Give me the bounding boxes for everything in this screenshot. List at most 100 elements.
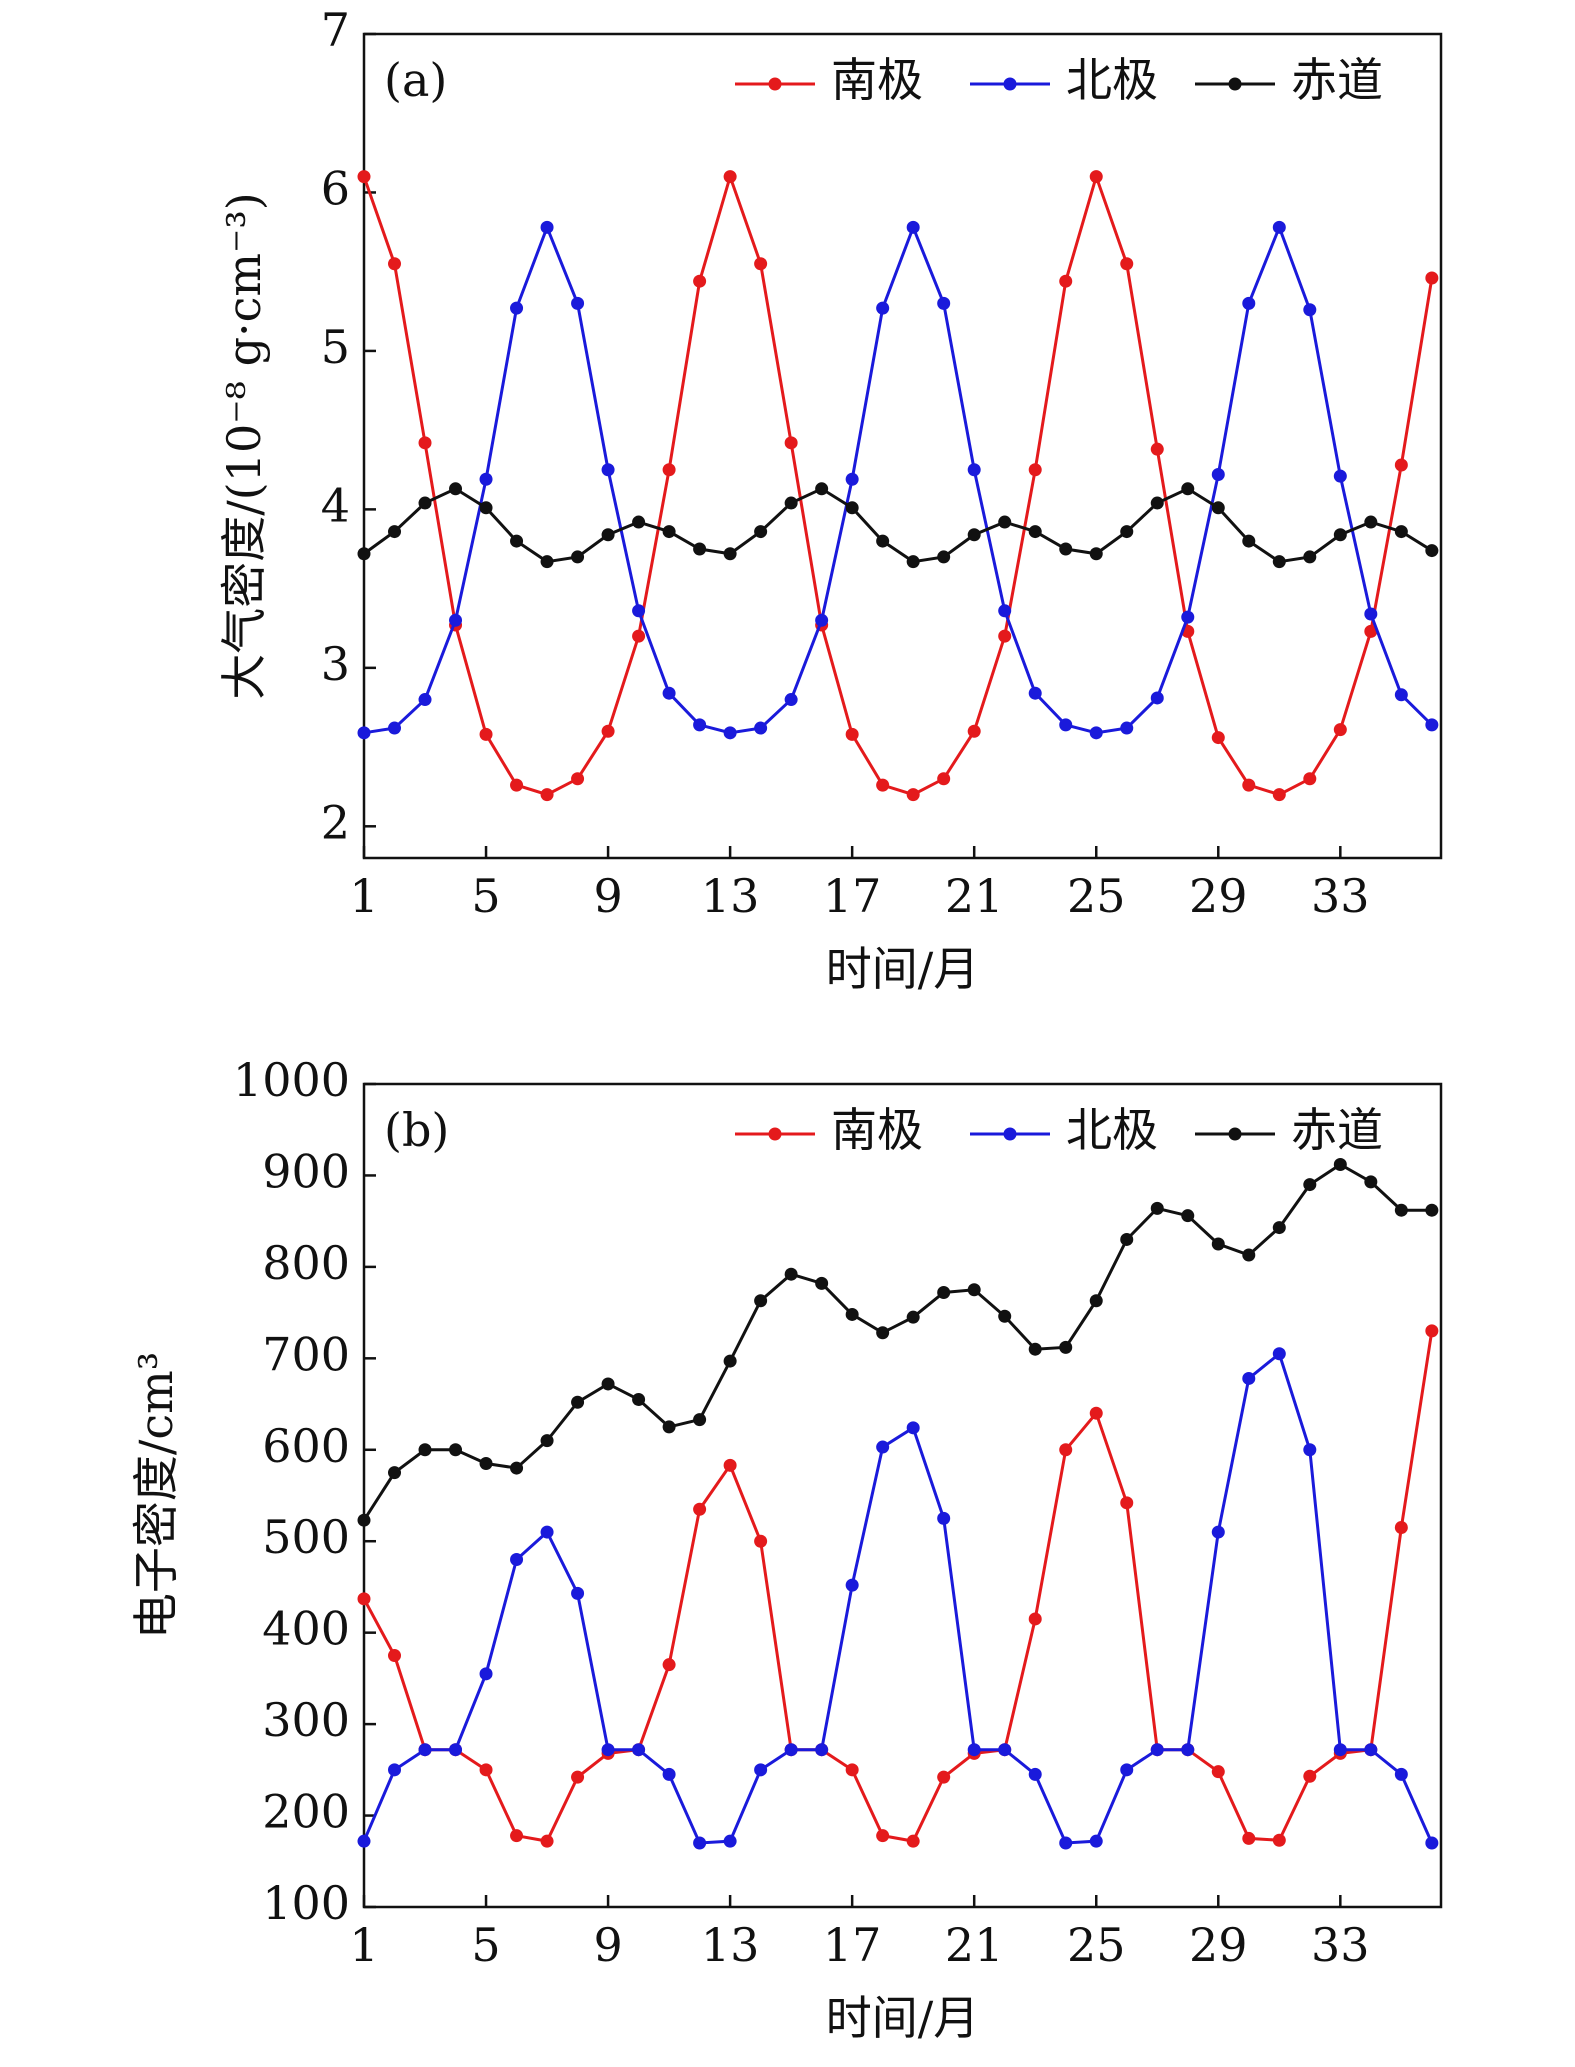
data-point — [967, 724, 981, 738]
data-point — [601, 528, 615, 542]
x-tick-label: 21 — [945, 1918, 1004, 1972]
y-tick-label: 700 — [262, 1327, 350, 1381]
data-point — [754, 257, 768, 271]
x-tick-label: 33 — [1311, 869, 1370, 923]
data-point — [540, 1525, 554, 1539]
x-tick-label: 9 — [593, 869, 622, 923]
data-point — [1059, 1836, 1073, 1850]
data-point — [1272, 220, 1286, 234]
data-point — [1120, 1496, 1134, 1510]
data-point — [754, 1763, 768, 1777]
legend-marker — [1228, 77, 1242, 91]
data-point — [1303, 303, 1317, 317]
data-point — [754, 1294, 768, 1308]
x-tick-label: 17 — [823, 1918, 882, 1972]
legend-label: 赤道 — [1291, 1103, 1383, 1157]
data-point — [784, 436, 798, 450]
y-tick-label: 3 — [321, 637, 350, 691]
x-axis-label: 时间/月 — [826, 1991, 980, 2045]
data-point — [1333, 469, 1347, 483]
data-point — [601, 463, 615, 477]
data-point — [1242, 296, 1256, 310]
data-point — [510, 1461, 524, 1475]
legend-label: 北极 — [1066, 1103, 1158, 1157]
data-point — [784, 693, 798, 707]
legend-marker — [1003, 1127, 1017, 1141]
data-point — [479, 1456, 493, 1470]
data-point — [1242, 1831, 1256, 1845]
data-point — [418, 496, 432, 510]
data-point — [632, 1743, 646, 1757]
data-point — [510, 1553, 524, 1567]
legend-marker — [1228, 1127, 1242, 1141]
data-point — [662, 686, 676, 700]
data-point — [1150, 691, 1164, 705]
data-point — [1150, 1743, 1164, 1757]
legend-label: 南极 — [831, 53, 923, 107]
data-point — [1089, 1406, 1103, 1420]
data-point — [1272, 1221, 1286, 1235]
data-point — [388, 257, 402, 271]
data-point — [1059, 274, 1073, 288]
data-point — [388, 1763, 402, 1777]
x-axis-label: 时间/月 — [826, 942, 980, 996]
y-tick-label: 6 — [321, 161, 350, 215]
data-point — [571, 1586, 585, 1600]
data-point — [1181, 1743, 1195, 1757]
data-point — [1303, 550, 1317, 564]
data-point — [388, 721, 402, 735]
series-line — [362, 1162, 1432, 1522]
data-point — [540, 220, 554, 234]
y-tick-label: 800 — [262, 1236, 350, 1290]
y-tick-label: 200 — [262, 1785, 350, 1839]
data-point — [1394, 1767, 1408, 1781]
data-point — [1120, 1763, 1134, 1777]
x-tick-label: 5 — [471, 869, 500, 923]
data-point — [1089, 170, 1103, 184]
panel-label: (a) — [384, 53, 447, 107]
x-tick-label: 13 — [701, 1918, 760, 1972]
data-point — [1089, 547, 1103, 561]
data-point — [1333, 1743, 1347, 1757]
data-point — [876, 1829, 890, 1843]
data-point — [388, 525, 402, 539]
data-point — [876, 534, 890, 548]
y-tick-label: 100 — [262, 1876, 350, 1930]
data-point — [1394, 1521, 1408, 1535]
data-point — [571, 1770, 585, 1784]
data-point — [601, 1377, 615, 1391]
data-point — [998, 1309, 1012, 1323]
data-point — [1150, 442, 1164, 456]
data-point — [906, 220, 920, 234]
data-point — [693, 1413, 707, 1427]
data-point — [357, 1513, 371, 1527]
data-point — [388, 1466, 402, 1480]
data-point — [906, 1421, 920, 1435]
data-point — [693, 718, 707, 732]
data-point — [723, 170, 737, 184]
data-point — [357, 170, 371, 184]
data-point — [937, 772, 951, 786]
data-point — [845, 472, 859, 486]
data-point — [1211, 1237, 1225, 1251]
data-point — [1333, 723, 1347, 737]
y-tick-label: 1000 — [233, 1053, 350, 1107]
data-point — [1425, 544, 1439, 558]
data-point — [906, 1834, 920, 1848]
legend-label: 南极 — [831, 1103, 923, 1157]
data-point — [1425, 271, 1439, 285]
data-point — [1211, 468, 1225, 482]
data-point — [1120, 257, 1134, 271]
panel-label: (b) — [384, 1103, 449, 1157]
data-point — [357, 547, 371, 561]
data-point — [845, 727, 859, 741]
data-point — [1181, 610, 1195, 624]
data-point — [1181, 482, 1195, 496]
data-point — [571, 550, 585, 564]
data-point — [723, 726, 737, 740]
data-point — [1364, 607, 1378, 621]
y-tick-label: 4 — [321, 478, 350, 532]
data-point — [449, 613, 463, 627]
data-point — [876, 778, 890, 792]
data-point — [662, 1767, 676, 1781]
